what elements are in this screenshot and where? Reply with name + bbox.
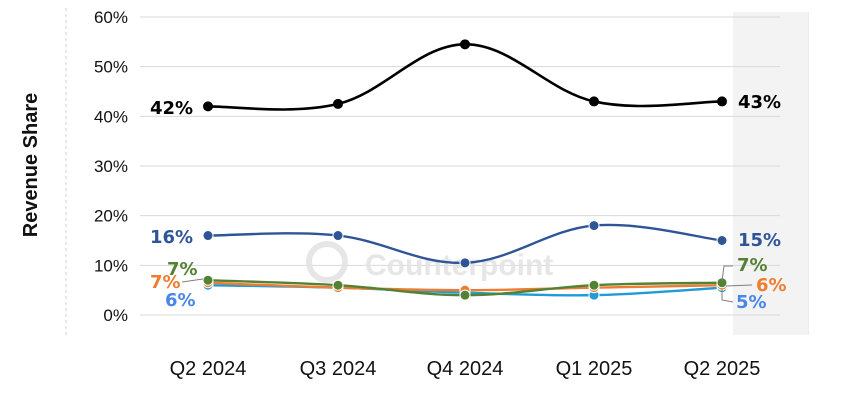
y-tick-label: 40% <box>94 107 128 126</box>
label-leader-line <box>181 278 204 283</box>
label-leader-line <box>721 265 733 282</box>
gridlines <box>140 16 780 316</box>
x-tick-label: Q4 2024 <box>427 358 504 380</box>
series-0 <box>203 39 727 112</box>
x-tick-label: Q3 2024 <box>300 358 377 380</box>
data-label: 16% <box>150 227 193 248</box>
y-tick-label: 10% <box>94 256 128 275</box>
label-leader-line <box>721 290 734 303</box>
x-tick-label: Q2 2024 <box>170 358 247 380</box>
watermark-logo-icon <box>306 241 348 283</box>
data-point <box>202 274 214 286</box>
series-group <box>202 39 728 301</box>
y-tick-label: 0% <box>103 306 128 325</box>
data-label: 43% <box>738 92 781 113</box>
data-point <box>589 96 599 107</box>
series-1 <box>202 220 728 269</box>
y-axis-ticks: 0% 10% 20% 30% 40% 50% 60% <box>94 8 128 325</box>
y-tick-label: 50% <box>94 58 128 77</box>
label-leader-line <box>725 284 753 287</box>
data-point <box>459 257 471 269</box>
y-axis-label: Revenue Share <box>20 93 42 238</box>
y-tick-label: 60% <box>94 8 128 27</box>
series-2 <box>202 274 728 301</box>
x-tick-label: Q2 2025 <box>684 358 761 380</box>
data-label: 42% <box>150 98 193 119</box>
y-tick-label: 20% <box>94 207 128 226</box>
data-point <box>332 279 344 291</box>
data-label: 15% <box>738 230 781 251</box>
data-label: 7% <box>737 255 768 276</box>
data-label: 6% <box>165 290 196 311</box>
data-point <box>202 230 214 242</box>
data-label: 7% <box>167 259 198 280</box>
data-point <box>333 98 343 109</box>
series-line <box>207 43 723 111</box>
data-point <box>588 220 600 232</box>
watermark: Counterpoint <box>306 241 553 283</box>
data-point <box>588 279 600 291</box>
data-label: 5% <box>736 292 767 313</box>
frame-shade <box>733 12 808 335</box>
x-axis-categories: Q2 2024 Q3 2024 Q4 2024 Q1 2025 Q2 2025 <box>170 358 761 380</box>
x-tick-label: Q1 2025 <box>556 358 633 380</box>
data-point <box>459 289 471 301</box>
data-point <box>203 101 213 112</box>
data-point <box>717 96 727 107</box>
data-point <box>460 39 470 50</box>
data-label: 7% <box>150 272 181 293</box>
y-tick-label: 30% <box>94 157 128 176</box>
data-label: 6% <box>756 275 787 296</box>
data-point <box>716 235 728 246</box>
data-labels: 42% 43%16% 15%7% 7%7% 6%6% 5% <box>150 92 787 313</box>
data-point <box>332 230 344 242</box>
watermark-text: Counterpoint <box>365 249 553 282</box>
